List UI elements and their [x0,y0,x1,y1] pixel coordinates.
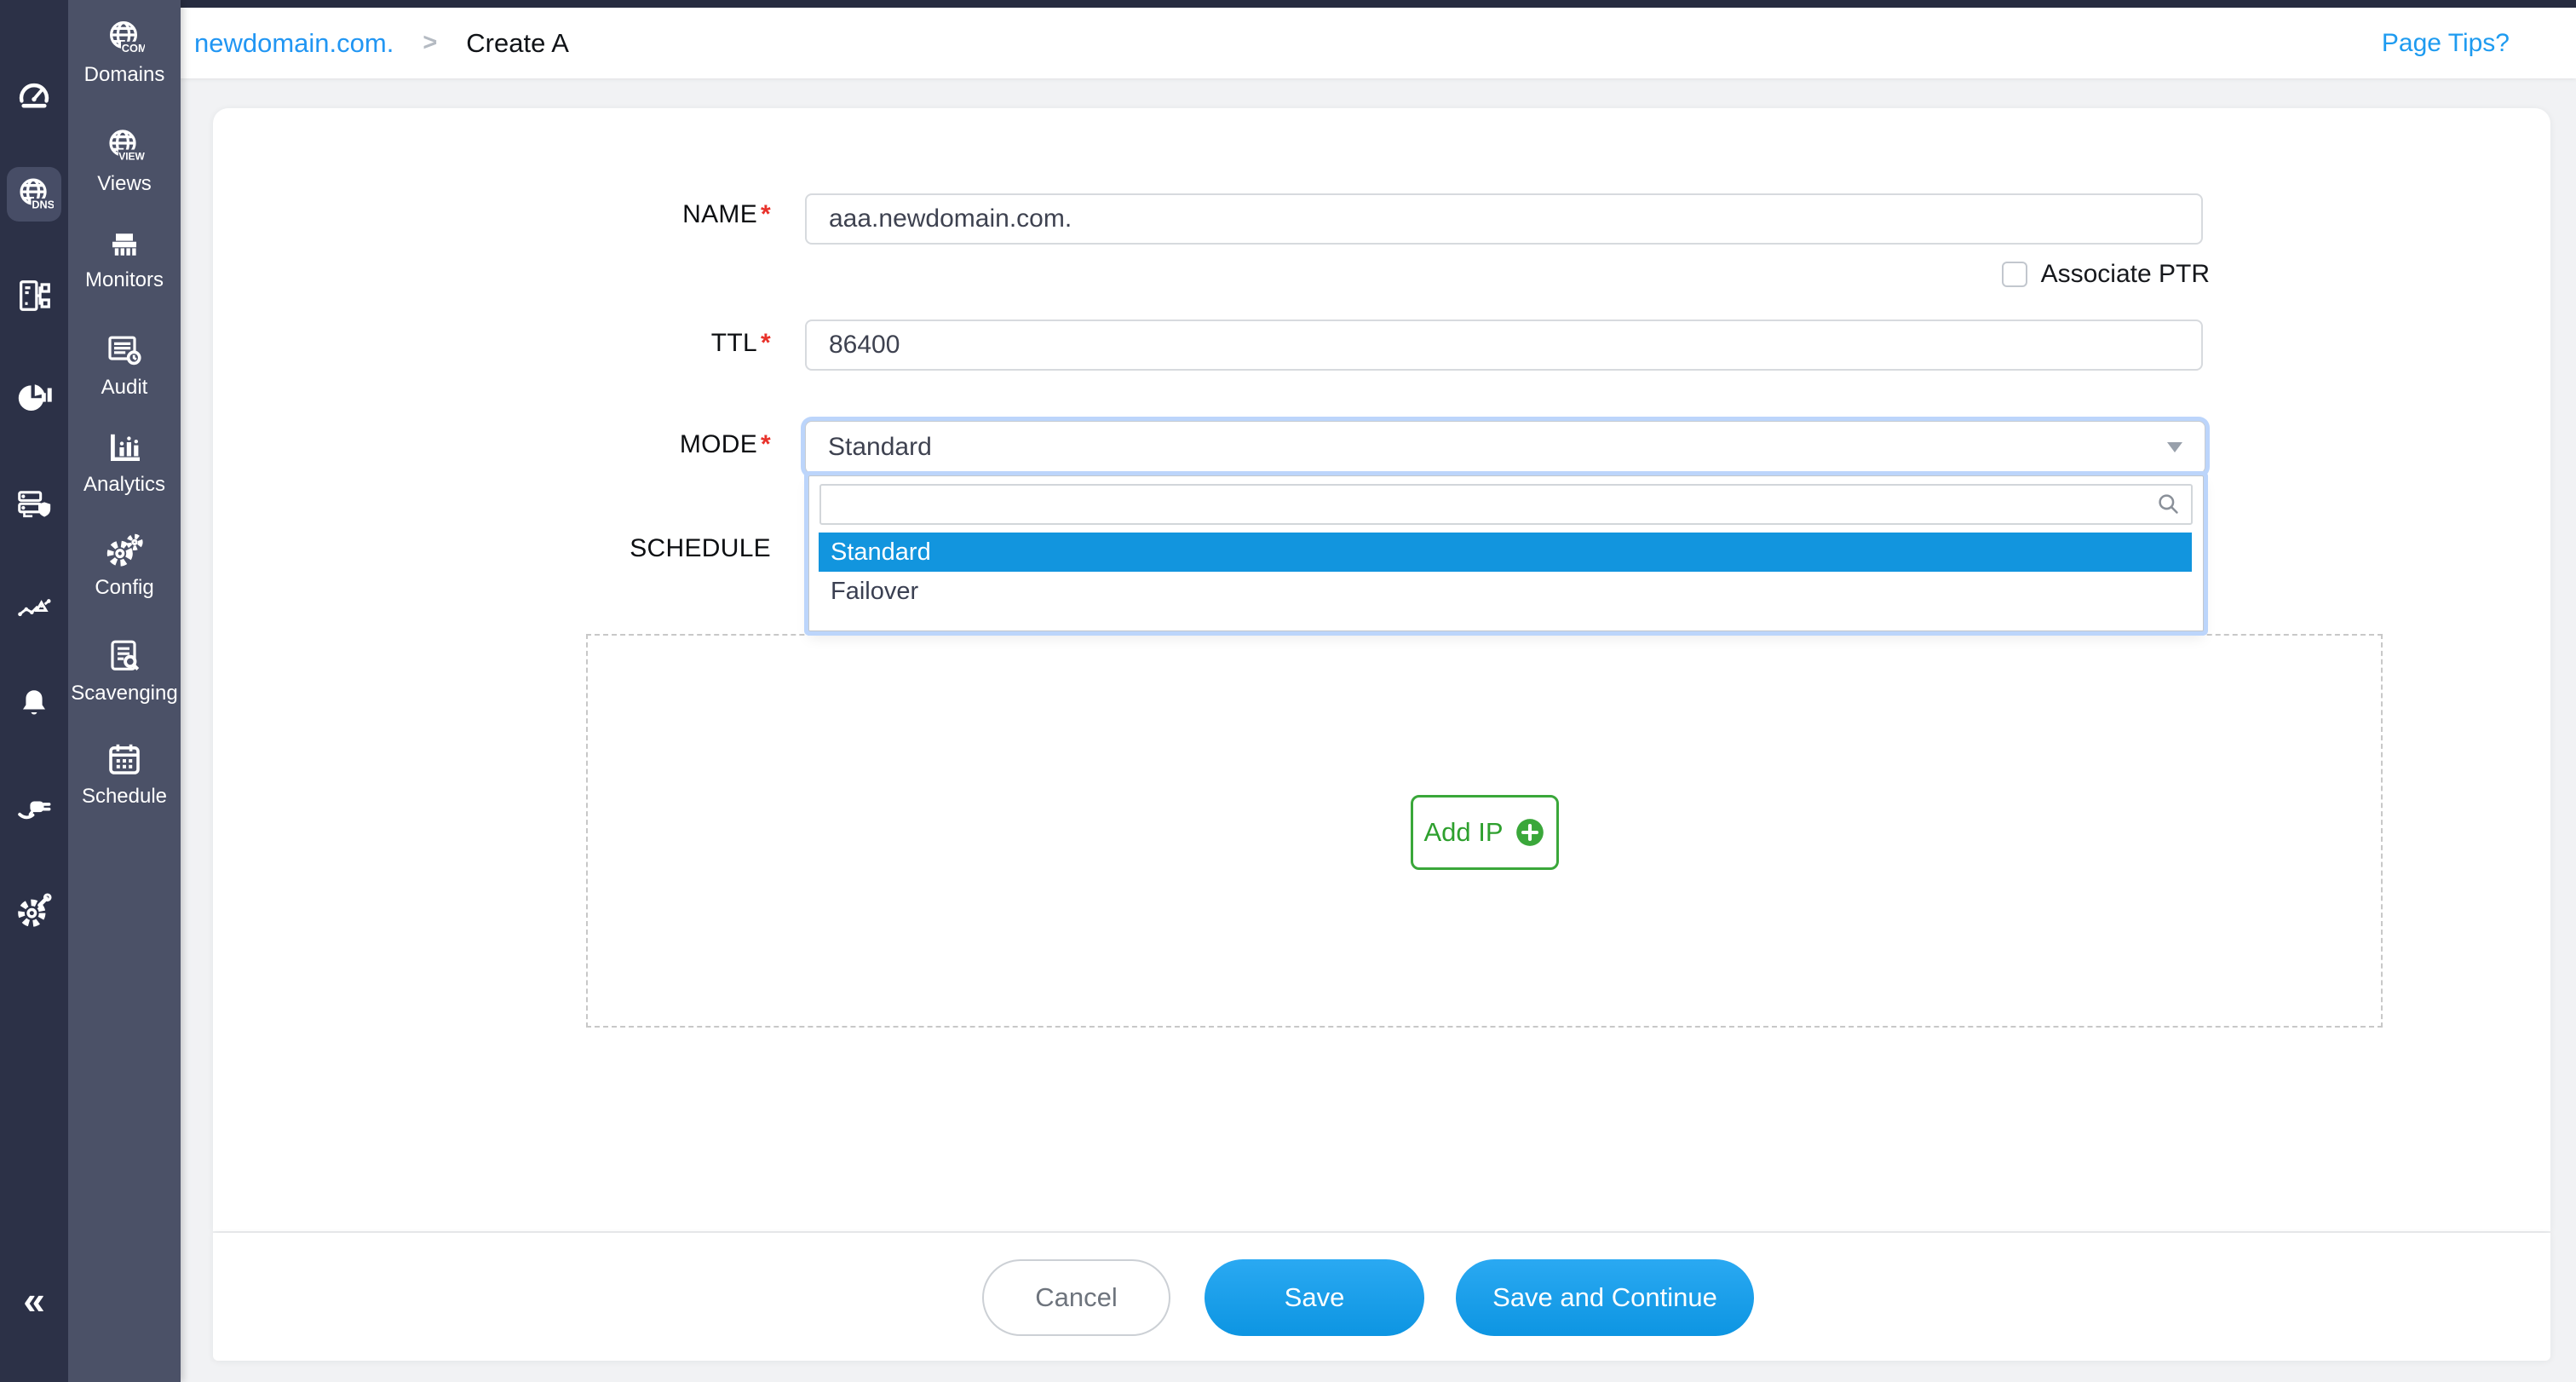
network-switch-icon [112,233,136,256]
mode-selected-value: Standard [828,433,932,461]
plug-icon [18,801,51,820]
breadcrumb-domain-link[interactable]: newdomain.com. [194,27,394,58]
associate-ptr-checkbox[interactable] [2001,262,2027,287]
sidebar-label: Audit [101,376,148,399]
sidebar-label: Config [95,576,154,599]
globe-views-icon: VIEWS [109,130,145,163]
add-ip-button[interactable]: Add IP [1411,795,1559,870]
sidebar-label: Analytics [83,473,166,496]
sidebar-item-audit[interactable]: Audit [68,330,181,400]
server-shield-icon: ! [18,491,51,517]
audit-list-clock-icon [108,336,141,366]
anomaly-chart-icon [18,599,51,617]
sidebar-item-views[interactable]: VIEWS Views [68,126,181,196]
required-asterisk: * [761,329,771,357]
breadcrumb-separator: > [423,29,438,56]
sidebar-label: Monitors [84,268,164,291]
page-tips-link[interactable]: Page Tips? [2381,28,2510,57]
ip-list-dropzone [586,634,2383,1028]
save-and-continue-button[interactable]: Save and Continue [1456,1259,1754,1336]
plus-circle-icon [1515,819,1544,846]
ttl-label: TTL * [710,329,771,357]
rail-item-integrations[interactable] [7,780,61,834]
schedule-label: SCHEDULE [630,534,771,562]
sidebar-label: Domains [83,63,165,86]
sidebar-item-monitors[interactable]: Monitors [68,222,181,292]
dashboard-gauge-icon [19,83,49,108]
required-asterisk: * [761,200,771,228]
name-label: NAME * [682,200,771,228]
sidebar-label: Scavenging [71,682,178,705]
sidebar-label: Schedule [81,785,168,808]
gear-wrench-icon [18,893,52,927]
gears-icon [106,533,143,567]
sidebar-item-analytics[interactable]: Analytics [68,427,181,497]
window-top-strip [0,0,2576,8]
rail-item-topology[interactable] [7,268,61,323]
rail-item-dns[interactable]: DNS [7,167,61,222]
svg-text:DNS: DNS [32,199,54,210]
calendar-icon [109,744,140,774]
save-button[interactable]: Save [1205,1259,1424,1336]
rail-item-security[interactable]: ! [7,477,61,532]
rail-item-alerts[interactable] [7,677,61,731]
mode-option-failover[interactable]: Failover [831,577,919,605]
doc-magnifier-icon [111,640,140,671]
sidebar-label: Views [97,172,152,195]
svg-text:COM: COM [122,42,145,55]
svg-text:VIEWS: VIEWS [118,151,145,163]
mode-dropdown-panel: Standard Failover [808,475,2204,631]
mode-label: MODE * [679,430,771,458]
mode-option-standard[interactable]: Standard [819,533,2192,572]
rail-item-dashboard[interactable] [7,66,61,121]
sidebar-item-scavenging[interactable]: Scavenging [68,636,181,705]
sidebar-item-config[interactable]: Config [68,530,181,600]
ttl-input[interactable] [805,320,2203,371]
associate-ptr-label: Associate PTR [2040,260,2210,288]
cancel-button[interactable]: Cancel [982,1259,1170,1336]
dns-subrail: COM Domains VIEWS Views Monitors [68,0,181,1382]
sidebar-item-schedule[interactable]: Schedule [68,739,181,809]
required-asterisk: * [761,430,771,458]
doc-topology-icon [20,280,50,311]
rail-item-admin[interactable] [7,884,61,938]
chevron-down-icon [2167,442,2182,452]
topbar: newdomain.com. > Create A Page Tips? [181,8,2576,78]
name-input[interactable] [805,193,2203,245]
page-title: Create A [466,27,569,58]
svg-text:!: ! [43,506,46,516]
dns-globe-icon: DNS [20,178,54,210]
create-a-record-card: NAME* Associate PTR TTL* MODE* Standard … [213,108,2550,1231]
search-icon [2159,494,2178,514]
sidebar-item-domains[interactable]: COM Domains [68,17,181,87]
rail-item-anomaly[interactable] [7,579,61,634]
form-footer: Cancel Save Save and Continue [213,1233,2550,1361]
globe-com-icon: COM [110,21,145,55]
bell-icon [22,690,46,715]
mode-select[interactable]: Standard [805,421,2205,474]
dropdown-search-input[interactable] [819,484,2193,525]
pie-chart-icon [18,384,52,411]
collapse-sidebar-button[interactable]: « [23,1278,45,1322]
bar-chart-icon [111,434,140,461]
rail-item-reports[interactable] [7,371,61,425]
icon-rail: DNS ! [0,0,68,1382]
associate-ptr-row: Associate PTR [2001,260,2210,289]
